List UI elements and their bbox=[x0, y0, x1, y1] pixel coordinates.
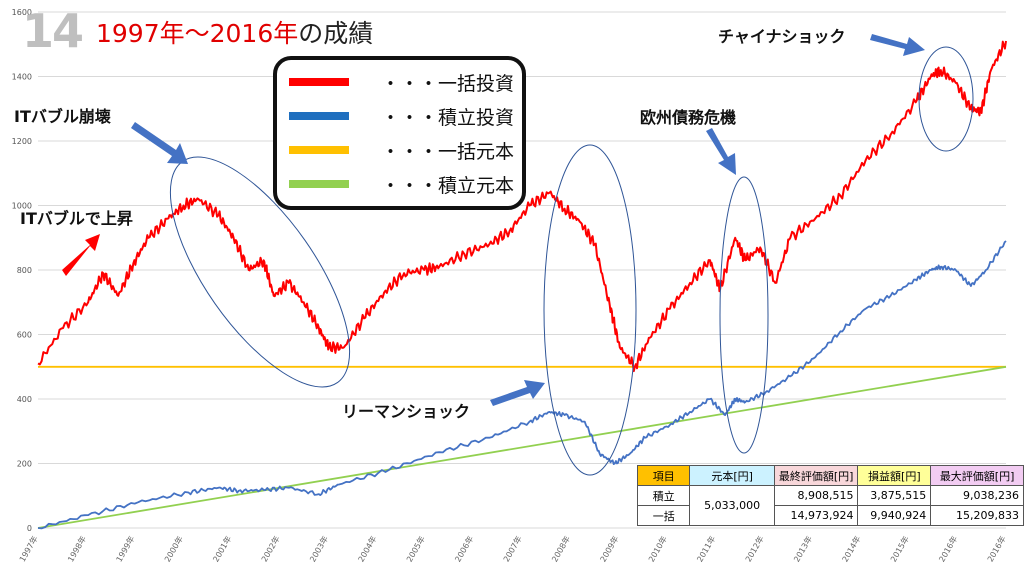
y-tick-label: 1400 bbox=[12, 73, 32, 82]
chart-gridlines bbox=[38, 11, 1006, 529]
legend-swatch-lump bbox=[289, 78, 349, 86]
europe-arrow-icon bbox=[706, 128, 736, 175]
legend-item-lump: ・・・一括投資 bbox=[285, 68, 525, 98]
profit-value: 9,940,924 bbox=[857, 505, 932, 526]
x-tick-label: 2001年 bbox=[210, 534, 233, 564]
row-label: 一括 bbox=[636, 505, 691, 526]
legend-item-dca-principal: ・・・積立元本 bbox=[285, 170, 525, 200]
header-profit: 損益額[円] bbox=[857, 465, 932, 486]
page-title: 1997年〜2016年の成績 bbox=[96, 14, 373, 50]
x-tick-label: 1999年 bbox=[114, 534, 137, 564]
y-tick-label: 1600 bbox=[12, 8, 32, 17]
title-suffix: の成績 bbox=[298, 19, 374, 48]
header-max: 最大評価額[円] bbox=[930, 465, 1024, 486]
profit-value: 3,875,515 bbox=[857, 485, 932, 506]
table-header-row: 項目 元本[円] 最終評価額[円] 損益額[円] 最大評価額[円] bbox=[636, 465, 1024, 486]
slide-number: 14 bbox=[22, 4, 84, 58]
header-final: 最終評価額[円] bbox=[773, 465, 859, 486]
legend-item-dca: ・・・積立投資 bbox=[285, 102, 525, 132]
x-tick-label: 2003年 bbox=[307, 534, 330, 564]
up-arrow-icon bbox=[62, 234, 100, 276]
y-tick-label: 0 bbox=[27, 524, 32, 533]
crisis-highlights bbox=[169, 46, 974, 476]
final-value: 8,908,515 bbox=[773, 485, 859, 506]
y-tick-labels: 0 200 400 600 800 1000 1200 1400 1600 bbox=[12, 8, 32, 533]
header-item: 項目 bbox=[636, 465, 691, 486]
x-tick-label: 2006年 bbox=[452, 534, 475, 564]
x-tick-label: 2005年 bbox=[404, 534, 427, 564]
annotation-it-up: ITバブルで上昇 bbox=[20, 209, 133, 228]
title-main: 1997年〜2016年 bbox=[96, 19, 299, 48]
x-tick-label: 2000年 bbox=[162, 534, 185, 564]
lehman-ellipse bbox=[543, 144, 637, 476]
x-tick-label: 2014年 bbox=[840, 534, 863, 564]
legend-item-lump-principal: ・・・一括元本 bbox=[285, 136, 525, 166]
x-tick-label: 2012年 bbox=[743, 534, 766, 564]
y-tick-label: 1200 bbox=[12, 137, 32, 146]
legend-label-dca: ・・・積立投資 bbox=[381, 107, 515, 129]
header-principal: 元本[円] bbox=[689, 465, 775, 486]
series-line-lump bbox=[37, 40, 1007, 373]
china-ellipse bbox=[918, 46, 974, 152]
annotation-arrows bbox=[62, 34, 925, 406]
legend-swatch-lump-principal bbox=[289, 146, 349, 154]
x-tick-label: 2010年 bbox=[646, 534, 669, 564]
annotation-it-crash: ITバブル崩壊 bbox=[14, 107, 111, 126]
annotation-china: チャイナショック bbox=[718, 27, 846, 46]
y-tick-label: 1000 bbox=[12, 202, 32, 211]
annotation-lehman: リーマンショック bbox=[342, 402, 471, 421]
x-tick-label: 2011年 bbox=[694, 534, 717, 564]
china-arrow-icon bbox=[870, 34, 925, 56]
legend-swatch-dca-principal bbox=[289, 180, 349, 188]
x-tick-label: 2004年 bbox=[356, 534, 379, 564]
it-crash-arrow-icon bbox=[131, 122, 188, 164]
legend-label-dca-principal: ・・・積立元本 bbox=[381, 175, 515, 197]
legend-label-lump-principal: ・・・一括元本 bbox=[381, 141, 515, 163]
table-row: 一括 14,973,924 9,940,924 15,209,833 bbox=[636, 505, 1024, 526]
y-tick-label: 400 bbox=[17, 395, 32, 404]
annotation-europe: 欧州債務危機 bbox=[640, 108, 737, 127]
y-tick-label: 200 bbox=[17, 460, 32, 469]
series-line-dca-principal bbox=[37, 365, 1007, 529]
x-tick-label: 2008年 bbox=[549, 534, 572, 564]
x-tick-label: 1997年 bbox=[17, 534, 40, 564]
x-tick-label: 2016年 bbox=[985, 534, 1008, 564]
principal-value: 5,033,000 bbox=[689, 485, 775, 526]
chart-series bbox=[37, 40, 1007, 530]
x-tick-label: 2002年 bbox=[259, 534, 282, 564]
lehman-arrow-icon bbox=[490, 380, 545, 406]
max-value: 15,209,833 bbox=[930, 505, 1024, 526]
legend: ・・・一括投資 ・・・積立投資 ・・・一括元本 ・・・積立元本 bbox=[273, 56, 526, 210]
legend-label-lump: ・・・一括投資 bbox=[381, 73, 515, 95]
x-tick-label: 2007年 bbox=[501, 534, 524, 564]
summary-table: 項目 元本[円] 最終評価額[円] 損益額[円] 最大評価額[円] 積立 5,0… bbox=[636, 465, 1024, 526]
table-row: 積立 5,033,000 8,908,515 3,875,515 9,038,2… bbox=[636, 485, 1024, 526]
row-label: 積立 bbox=[636, 485, 691, 506]
y-tick-label: 600 bbox=[17, 331, 32, 340]
final-value: 14,973,924 bbox=[773, 505, 859, 526]
legend-swatch-dca bbox=[289, 112, 349, 120]
x-tick-label: 2009年 bbox=[598, 534, 621, 564]
series-line-dca bbox=[37, 240, 1007, 530]
y-tick-label: 800 bbox=[17, 266, 32, 275]
x-tick-label: 2013年 bbox=[791, 534, 814, 564]
x-tick-labels: 1997年 1998年 1999年 2000年 2001年 2002年 2003年 2004年… bbox=[17, 534, 1008, 564]
max-value: 9,038,236 bbox=[930, 485, 1024, 506]
europe-ellipse bbox=[719, 176, 769, 454]
x-tick-label: 1998年 bbox=[65, 534, 88, 564]
x-tick-label: 2015年 bbox=[888, 534, 911, 564]
x-tick-label: 2016年 bbox=[936, 534, 959, 564]
